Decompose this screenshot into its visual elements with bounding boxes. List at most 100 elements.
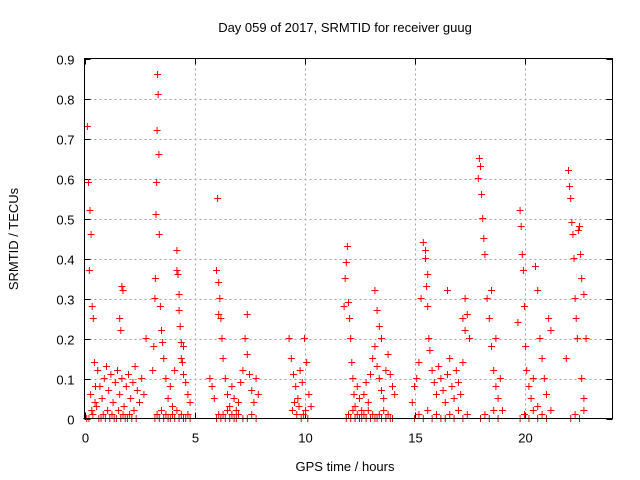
data-point	[577, 251, 585, 258]
data-point	[490, 367, 498, 374]
data-point	[84, 179, 92, 186]
data-point	[433, 391, 440, 398]
data-point	[177, 339, 185, 346]
data-point	[573, 335, 581, 342]
data-point	[571, 411, 579, 418]
data-point	[350, 391, 358, 398]
data-point	[176, 323, 184, 330]
data-point	[532, 263, 539, 270]
data-point	[86, 207, 94, 214]
data-point	[496, 375, 504, 382]
data-point	[125, 371, 132, 378]
data-point	[543, 391, 550, 398]
data-point	[578, 375, 586, 382]
data-point	[371, 287, 379, 294]
data-point	[169, 403, 176, 410]
data-point	[98, 395, 106, 402]
data-point	[371, 343, 379, 350]
data-point	[103, 363, 110, 370]
data-point	[362, 379, 370, 386]
data-point	[351, 403, 359, 410]
data-point	[364, 407, 372, 414]
data-point	[186, 399, 194, 406]
data-point	[411, 383, 418, 390]
data-point	[466, 335, 473, 342]
data-point	[349, 407, 357, 414]
data-point	[93, 403, 101, 410]
data-point	[386, 371, 394, 378]
data-point	[479, 215, 487, 222]
data-point	[522, 343, 530, 350]
data-point	[348, 359, 356, 366]
data-point	[571, 295, 579, 302]
data-point	[340, 303, 348, 310]
data-point	[241, 335, 249, 342]
data-point	[150, 343, 158, 350]
data-point	[382, 367, 390, 374]
data-point	[153, 411, 161, 418]
data-point	[446, 411, 454, 418]
data-point	[425, 335, 433, 342]
data-point	[446, 355, 454, 362]
data-point	[580, 395, 588, 402]
data-point	[494, 395, 502, 402]
data-point	[364, 399, 372, 406]
data-point	[175, 291, 183, 298]
data-point	[96, 383, 104, 390]
data-point	[341, 275, 349, 282]
data-point	[162, 411, 170, 418]
data-point	[178, 359, 186, 366]
data-point	[108, 411, 116, 418]
chart-title: Day 059 of 2017, SRMTID for receiver guu…	[218, 20, 472, 35]
data-point	[104, 407, 112, 414]
data-point	[574, 227, 582, 234]
data-point	[343, 243, 351, 250]
data-point	[184, 391, 192, 398]
data-point	[85, 267, 93, 274]
data-point	[415, 411, 423, 418]
y-tick-label: 0.8	[56, 93, 74, 108]
data-point	[444, 371, 451, 378]
data-point	[439, 387, 447, 394]
data-point	[514, 319, 522, 326]
data-point	[221, 375, 229, 382]
data-point	[118, 283, 126, 290]
data-point	[519, 267, 527, 274]
data-point	[342, 259, 350, 266]
data-point	[521, 411, 528, 418]
data-point	[413, 375, 421, 382]
data-point	[90, 359, 98, 366]
axis-ticks: 0 0.1 0.2 0.3 0.4 0.5 0.6 0.7 0.8 0.9 0 5 10 15 20	[56, 53, 613, 446]
data-point	[151, 275, 159, 282]
data-point	[184, 411, 192, 418]
y-tick-label: 0.2	[56, 333, 74, 348]
data-point	[477, 163, 484, 170]
data-point	[435, 363, 443, 370]
data-point	[109, 399, 117, 406]
data-point	[474, 175, 482, 182]
data-point	[463, 311, 471, 318]
data-point	[367, 371, 374, 378]
data-point	[527, 395, 535, 402]
data-point	[570, 255, 578, 262]
data-point	[89, 315, 97, 322]
data-point	[305, 391, 313, 398]
data-point	[568, 219, 576, 226]
data-point	[130, 407, 138, 414]
data-point	[88, 303, 96, 310]
data-point	[459, 315, 467, 322]
data-point	[105, 387, 113, 394]
data-point	[488, 287, 495, 294]
data-point	[375, 323, 383, 330]
y-tick-label: 0.5	[56, 213, 74, 228]
data-point	[463, 411, 471, 418]
data-point	[538, 411, 546, 418]
data-point	[517, 223, 525, 230]
data-point	[299, 411, 307, 418]
data-point	[215, 279, 223, 286]
data-point	[475, 155, 483, 162]
data-point	[538, 355, 546, 362]
data-point	[422, 247, 429, 254]
data-point	[525, 383, 533, 390]
data-point	[180, 371, 187, 378]
